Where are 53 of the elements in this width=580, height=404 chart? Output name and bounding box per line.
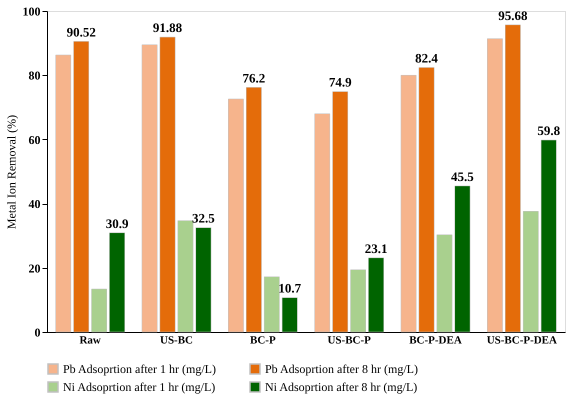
bar: [142, 44, 158, 332]
bar: [246, 87, 262, 332]
data-label: 91.88: [152, 20, 183, 36]
y-tick-label: 0: [34, 326, 40, 340]
legend-label: Pb Adsoprtion after 1 hr (mg/L): [63, 362, 216, 376]
data-label: 82.4: [415, 50, 438, 66]
bar: [368, 258, 384, 332]
bar: [487, 38, 503, 332]
data-label: 74.9: [328, 74, 352, 90]
bar: [91, 288, 108, 332]
data-label: 23.1: [364, 240, 388, 256]
x-tick-label: Raw: [79, 334, 101, 346]
data-label: 30.9: [106, 216, 129, 231]
legend-label: Pb Adsoprtion after 8 hr (mg/L): [265, 362, 418, 376]
x-tick-label: BC-P-DEA: [409, 334, 462, 346]
x-tick-label: US-BC-P: [327, 334, 372, 346]
y-tick-label: 80: [28, 68, 40, 83]
bar: [73, 41, 90, 332]
y-tick-label: 40: [28, 197, 40, 212]
bar: [350, 269, 366, 332]
bar: [436, 234, 452, 332]
bar: [264, 276, 280, 332]
data-label: 45.5: [451, 168, 474, 184]
bar: [282, 297, 298, 332]
data-label: 59.8: [537, 123, 561, 138]
data-label: 32.5: [192, 210, 216, 226]
bar: [55, 54, 72, 332]
data-label: 95.68: [498, 8, 528, 23]
data-label: 76.2: [242, 70, 266, 86]
x-tick-label: BC-P: [250, 334, 276, 346]
bar: [196, 227, 212, 332]
y-tick-label: 100: [22, 4, 40, 18]
bar: [160, 36, 176, 332]
bar: [540, 140, 557, 332]
bar: [454, 186, 470, 332]
data-label: 90.52: [66, 24, 96, 40]
legend-label: Ni Adsoprtion after 1 hr (mg/L): [63, 380, 216, 394]
y-tick-label: 20: [28, 261, 40, 276]
data-label: 10.7: [278, 280, 302, 296]
bar: [400, 74, 416, 332]
bar: [418, 67, 434, 332]
y-axis-title: Metal Ion Removal (%): [4, 114, 18, 230]
bar: [314, 113, 330, 332]
bar: [178, 220, 194, 332]
bar: [522, 211, 539, 332]
bar: [109, 232, 125, 332]
bar: [504, 24, 521, 332]
x-tick-label: US-BC-P-DEA: [486, 334, 558, 346]
x-tick-label: US-BC: [160, 334, 194, 346]
bar: [228, 98, 244, 332]
bar: [332, 91, 348, 332]
legend-label: Ni Adsoprtion after 8 hr (mg/L): [265, 380, 418, 394]
y-tick-label: 60: [28, 132, 40, 147]
